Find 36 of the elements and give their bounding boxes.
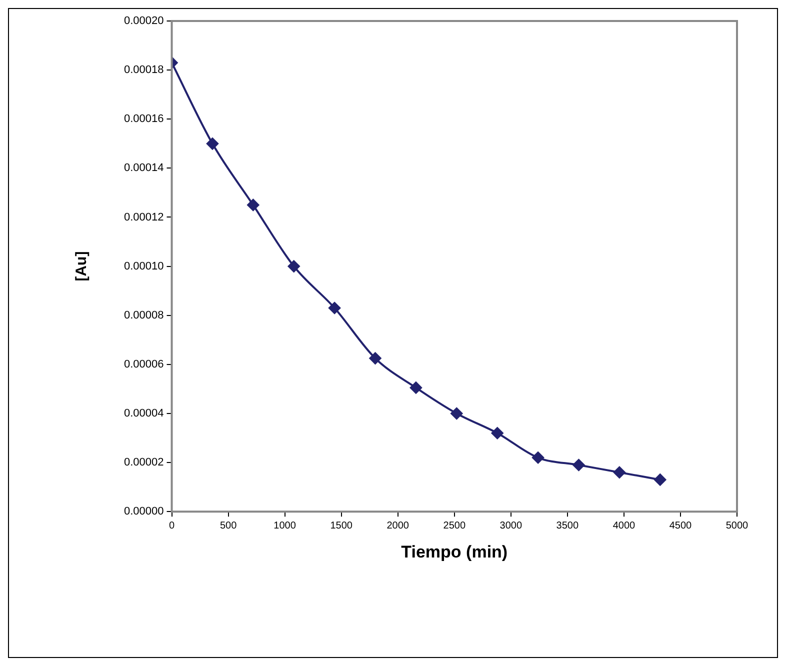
y-tick-label: 0.00002	[124, 456, 164, 469]
x-tick-label: 5000	[726, 520, 749, 532]
y-tick-label: 0.00006	[124, 358, 164, 370]
x-tick-label: 1000	[274, 520, 296, 532]
point	[247, 198, 260, 211]
y-axis-title: [Au]	[73, 251, 90, 282]
x-tick-label: 3500	[556, 520, 579, 532]
point	[613, 466, 626, 478]
y-tick-label: 0.00000	[124, 506, 164, 518]
point	[288, 260, 300, 272]
x-tick-label: 4000	[612, 520, 636, 532]
y-tick-label: 0.00012	[124, 211, 164, 224]
y-tick-label: 0.00008	[124, 309, 164, 322]
x-tick-label: 3000	[500, 520, 522, 532]
point	[206, 138, 218, 150]
x-tick-label: 4500	[669, 520, 692, 532]
x-axis-title: Tiempo (min)	[401, 542, 508, 562]
y-tick-label: 0.00014	[124, 162, 164, 174]
x-tick-label: 2500	[443, 520, 466, 532]
x-tick-label: 2000	[386, 520, 410, 532]
x-tick-label: 1500	[330, 520, 353, 532]
x-tick-label: 500	[220, 520, 238, 532]
point	[532, 452, 544, 464]
x-tick-label: 0	[168, 520, 175, 532]
point	[654, 474, 666, 486]
point	[410, 382, 422, 394]
point	[328, 302, 341, 314]
y-tick-label: 0.00018	[124, 64, 164, 76]
point	[369, 352, 382, 364]
point	[572, 458, 585, 471]
y-tick-label: 0.00010	[124, 260, 164, 272]
y-tick-label: 0.00004	[124, 408, 164, 420]
y-tick-label: 0.00016	[124, 113, 164, 126]
y-tick-label: 0.00020	[124, 15, 164, 28]
point	[491, 427, 504, 440]
point	[450, 407, 463, 420]
